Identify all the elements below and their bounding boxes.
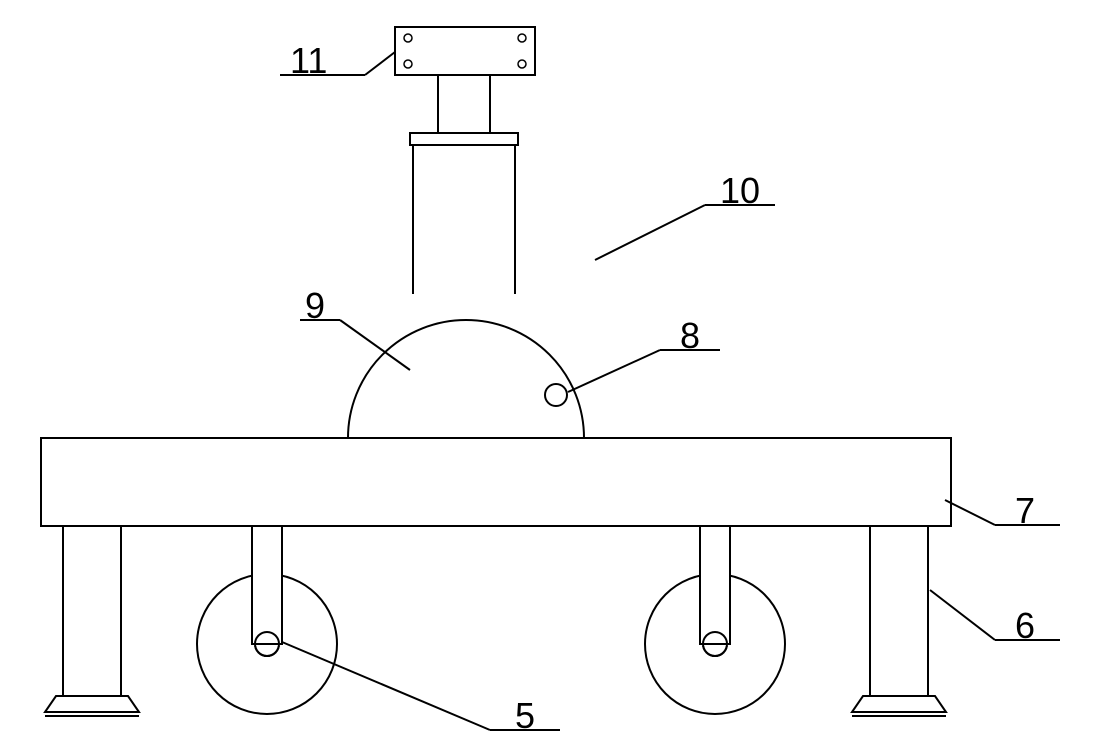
- plate-hole: [518, 60, 526, 68]
- leg: [63, 526, 121, 696]
- label-5: 5: [515, 695, 535, 737]
- leader-7: [945, 500, 995, 525]
- leg: [870, 526, 928, 696]
- label-9: 9: [305, 285, 325, 327]
- label-8: 8: [680, 315, 700, 357]
- diagram-svg: [0, 0, 1097, 751]
- main-cylinder: [413, 145, 515, 293]
- plate-hole: [518, 34, 526, 42]
- foot: [45, 696, 139, 712]
- wheel-stem: [700, 526, 730, 644]
- label-11: 11: [290, 40, 327, 82]
- label-10: 10: [720, 170, 760, 212]
- plate-hole: [404, 60, 412, 68]
- leader-10: [595, 205, 705, 260]
- plate-hole: [404, 34, 412, 42]
- leader-11: [365, 52, 395, 75]
- leader-6: [930, 590, 995, 640]
- label-7: 7: [1015, 490, 1035, 532]
- technical-diagram: 5 6 7 8 9 10 11: [0, 0, 1097, 751]
- foot: [852, 696, 946, 712]
- label-6: 6: [1015, 605, 1035, 647]
- inner-rod: [438, 75, 490, 133]
- leader-5: [282, 642, 490, 730]
- leader-8: [568, 350, 660, 392]
- top-plate: [395, 27, 535, 75]
- main-beam: [41, 438, 951, 526]
- sleeve-cap: [410, 133, 518, 145]
- wheel-stem: [252, 526, 282, 644]
